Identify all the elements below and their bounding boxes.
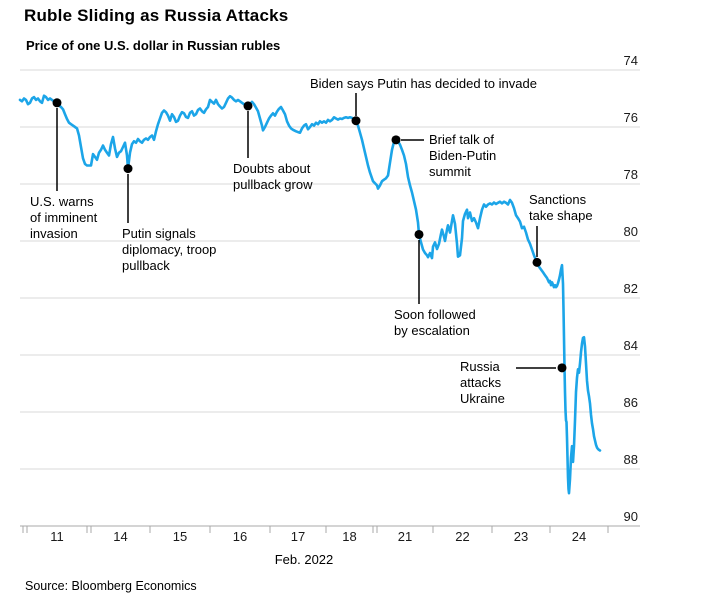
annotation-dot-soon-followed <box>414 229 424 239</box>
source-credit: Source: Bloomberg Economics <box>25 579 197 593</box>
x-tick-label: 24 <box>571 529 587 544</box>
chart-subtitle: Price of one U.S. dollar in Russian rubl… <box>26 38 281 53</box>
x-tick-label: 23 <box>513 529 529 544</box>
usd-rub-price-line <box>18 94 602 495</box>
y-tick-label: 86 <box>623 395 638 410</box>
annotation-line: Soon followed <box>394 307 476 322</box>
x-tick-label: 18 <box>342 529 357 544</box>
annotation-line: attacks <box>460 375 502 390</box>
y-tick-label: 84 <box>623 338 638 353</box>
annotation-line: invasion <box>30 226 78 241</box>
annotation-russia-attacks: Russia attacks Ukraine <box>460 359 505 407</box>
y-tick-label: 74 <box>623 53 638 68</box>
annotation-line: diplomacy, troop <box>122 242 217 257</box>
annotation-line: Putin signals <box>122 226 196 241</box>
annotation-line: by escalation <box>394 323 470 338</box>
annotation-sanctions: Sanctions take shape <box>529 192 593 224</box>
annotation-dot-sanctions <box>532 257 542 267</box>
x-tick-label: 21 <box>397 529 413 544</box>
annotation-putin-signals: Putin signals diplomacy, troop pullback <box>122 226 216 274</box>
x-tick-label: 17 <box>290 529 306 544</box>
annotation-line: Ukraine <box>460 391 505 406</box>
x-tick-label: 22 <box>455 529 470 544</box>
annotation-line: of imminent <box>30 210 98 225</box>
annotation-dot-putin-signals <box>123 164 133 174</box>
annotation-line: Brief talk of <box>429 132 495 147</box>
x-tick-label: 14 <box>113 529 128 544</box>
annotation-line: Sanctions <box>529 192 587 207</box>
annotation-biden-says: Biden says Putin has decided to invade <box>310 76 537 92</box>
y-tick-label: 82 <box>623 281 638 296</box>
x-axis-month-label: Feb. 2022 <box>274 552 334 567</box>
annotation-line: U.S. warns <box>30 194 94 209</box>
annotation-dot-biden-says <box>351 116 361 126</box>
y-tick-label: 88 <box>623 452 638 467</box>
annotation-dot-russia-attacks <box>557 363 567 373</box>
x-tick-label: 11 <box>50 529 64 544</box>
annotation-line: Doubts about <box>233 161 311 176</box>
annotation-soon-followed: Soon followed by escalation <box>394 307 476 339</box>
x-tick-label: 15 <box>172 529 188 544</box>
annotation-doubts-pullback: Doubts about pullback grow <box>233 161 313 193</box>
annotation-line: pullback grow <box>233 177 313 192</box>
annotation-line: summit <box>429 164 471 179</box>
annotation-brief-talk: Brief talk of Biden-Putin summit <box>429 132 496 180</box>
annotation-line: Biden says Putin has decided to invade <box>310 76 537 91</box>
y-tick-label: 76 <box>623 110 638 125</box>
annotation-line: Russia <box>460 359 500 374</box>
annotation-dot-brief-talk <box>391 135 401 145</box>
y-tick-label: 80 <box>623 224 638 239</box>
annotation-dot-us-warns <box>52 98 62 108</box>
annotation-line: pullback <box>122 258 170 273</box>
chart-title: Ruble Sliding as Russia Attacks <box>24 6 289 25</box>
y-tick-label: 90 <box>623 509 638 524</box>
annotation-us-warns: U.S. warns of imminent invasion <box>30 194 97 242</box>
y-tick-label: 78 <box>623 167 638 182</box>
annotation-dot-doubts-pullback <box>243 101 253 111</box>
annotation-line: Biden-Putin <box>429 148 497 163</box>
x-tick-label: 16 <box>232 529 248 544</box>
annotation-line: take shape <box>529 208 593 223</box>
